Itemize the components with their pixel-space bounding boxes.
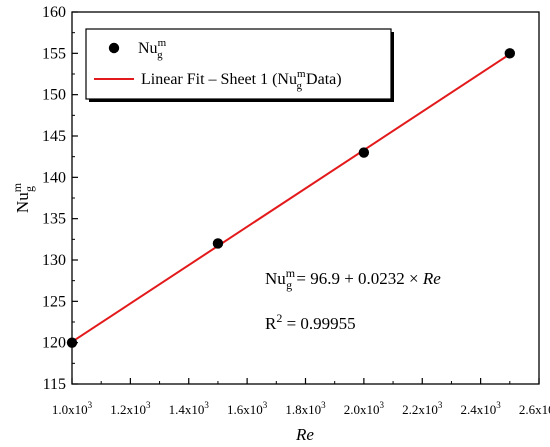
x-tick-label-exponent: 3: [204, 400, 209, 410]
y-tick-label: 120: [42, 335, 66, 352]
y-tick-label: 160: [42, 4, 66, 21]
data-point: [66, 337, 78, 348]
legend-box: [85, 28, 392, 100]
data-point: [212, 238, 224, 249]
fit-equation-lhs-sub: g: [286, 278, 292, 292]
legend-entry-fit-suffix: Data): [302, 71, 342, 88]
x-tick-label-exponent: 3: [438, 400, 443, 410]
r-squared-prefix: R: [265, 314, 277, 333]
data-points-layer: [66, 48, 516, 348]
legend-entry-fit: Linear Fit – Sheet 1 (Num g Data): [141, 68, 342, 92]
x-tick-label: 2.6x103: [519, 400, 550, 417]
x-tick-label: 2.2x103: [402, 400, 443, 417]
y-axis-label-sup: m: [10, 182, 24, 192]
y-tick-label: 130: [42, 252, 66, 269]
y-axis-label-sub: g: [22, 186, 36, 192]
x-axis-label: Re: [295, 425, 314, 444]
y-tick-label: 125: [42, 293, 66, 310]
data-point: [504, 48, 516, 59]
x-tick-label-mantissa: 1.6x10: [227, 402, 263, 417]
legend-marker-nu: [108, 42, 120, 54]
x-tick-label-mantissa: 1.4x10: [169, 402, 205, 417]
y-tick-label: 145: [42, 128, 66, 145]
x-tick-label-exponent: 3: [496, 400, 501, 410]
x-axis-ticks: 1.0x103 1.2x103 1.4x103 1.6x103 1.8x103 2.0x1…: [52, 378, 550, 417]
x-tick-label-mantissa: 1.8x10: [285, 402, 321, 417]
legend-entry-nu: Num g: [138, 37, 167, 61]
x-tick-label: 1.2x103: [110, 400, 151, 417]
y-tick-label: 135: [42, 211, 66, 228]
linear-fit-line: [71, 53, 511, 343]
x-tick-label-mantissa: 1.2x10: [110, 402, 146, 417]
fit-equation: Num g = 96.9 + 0.0232 × Re: [265, 266, 441, 292]
x-tick-label-mantissa: 2.4x10: [461, 402, 497, 417]
legend-entry-nu-sup: m: [158, 37, 167, 49]
fit-equation-rhs: = 96.9 + 0.0232 ×: [292, 269, 423, 288]
x-tick-label: 2.0x103: [344, 400, 385, 417]
data-point: [358, 147, 370, 158]
y-tick-label: 140: [42, 169, 66, 186]
x-tick-label: 1.4x103: [169, 400, 210, 417]
y-tick-label: 150: [42, 87, 66, 104]
legend-entry-nu-sub: g: [157, 49, 163, 61]
x-tick-label-exponent: 3: [380, 400, 385, 410]
x-tick-label-exponent: 3: [146, 400, 151, 410]
x-tick-label: 1.8x103: [285, 400, 326, 417]
y-axis-ticks: 115 120 125 130 135 140 145 150 155 160: [42, 4, 78, 393]
x-tick-label-exponent: 3: [263, 400, 268, 410]
x-tick-label: 1.6x103: [227, 400, 268, 417]
x-tick-label-mantissa: 2.6x10: [519, 402, 550, 417]
x-tick-label-exponent: 3: [88, 400, 93, 410]
r-squared-value: = 0.99955: [282, 314, 355, 333]
x-tick-label-mantissa: 1.0x10: [52, 402, 88, 417]
legend-entry-fit-sup: m: [297, 68, 306, 80]
fit-equation-lhs-sup: m: [286, 266, 296, 280]
fit-equation-lhs-base: Nu: [265, 269, 286, 288]
x-tick-label-mantissa: 2.0x10: [344, 402, 380, 417]
r-squared-sup: 2: [276, 311, 282, 325]
legend-entry-fit-prefix: Linear Fit – Sheet 1 (Nu: [141, 71, 297, 88]
x-tick-label: 1.0x103: [52, 400, 93, 417]
fit-line-layer: [71, 53, 511, 343]
legend-entry-fit-sub: g: [297, 80, 303, 92]
y-tick-label: 115: [43, 376, 66, 393]
legend-box-shadow-right: [391, 32, 394, 102]
fit-equation-var: Re: [422, 269, 441, 288]
legend: Num g Linear Fit – Sheet 1 (Num g Data): [85, 28, 394, 102]
legend-entry-nu-base: Nu: [138, 40, 158, 57]
x-tick-label: 2.4x103: [461, 400, 502, 417]
y-axis-label-base: Nu: [13, 192, 32, 213]
x-tick-label-exponent: 3: [321, 400, 326, 410]
y-axis-label: Numg: [10, 182, 36, 213]
r-squared: R2 = 0.99955: [265, 311, 356, 333]
y-tick-label: 155: [42, 45, 66, 62]
x-tick-label-mantissa: 2.2x10: [402, 402, 438, 417]
legend-box-shadow-bottom: [89, 99, 394, 102]
